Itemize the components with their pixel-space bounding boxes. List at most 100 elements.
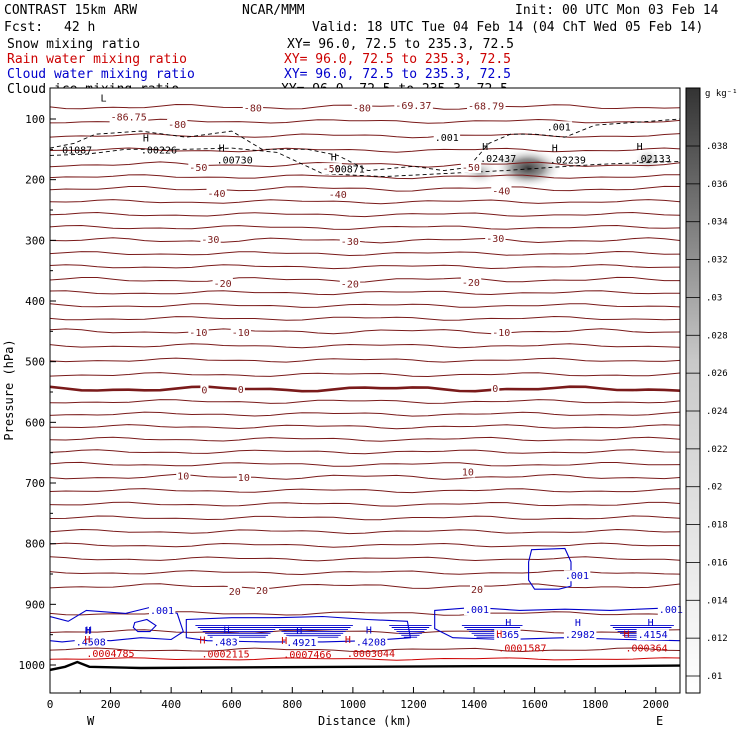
x-axis-west-label: W	[87, 714, 95, 728]
temperature-contours	[50, 103, 680, 653]
isotherm-label: -20	[341, 279, 359, 290]
rain-water-max-mark: H	[281, 636, 287, 647]
cloud-water-max-value-background	[354, 636, 388, 648]
isotherm-label-background	[109, 111, 149, 123]
isotherm-label: -20	[214, 279, 232, 290]
isotherm-label: -40	[329, 190, 347, 201]
isotherm-line	[50, 515, 680, 521]
cloud-water-max-value: .365	[495, 630, 519, 641]
isotherm-label-background	[212, 277, 233, 289]
cloud-water-max-mark: H	[366, 625, 372, 636]
isotherm-label: -10	[189, 328, 207, 339]
cloud-ice-max-mark: H	[637, 142, 643, 153]
colorbar-tick-label: .018	[706, 521, 728, 531]
cloud-ice-max-value: 01087	[62, 146, 92, 157]
cloud-ice-contour	[50, 147, 680, 178]
colorbar: g kg⁻¹ .038.036.034.032.03.028.026.024.0…	[685, 87, 738, 694]
x-tick-label: 2000	[643, 698, 670, 711]
colorbar-tick-label: .012	[706, 634, 728, 644]
x-tick-label: 1200	[400, 698, 427, 711]
isotherm-label: -50	[323, 164, 341, 175]
rain-water-max-value: .0007466	[283, 650, 331, 661]
cloud-water-contour-label: .001	[565, 571, 589, 582]
isotherm-label: 10	[462, 468, 474, 479]
isotherm-label-background	[460, 277, 482, 289]
rain-water-max-mark: H	[84, 635, 90, 646]
isotherm--20	[50, 276, 680, 283]
isotherm-label: 10	[177, 472, 189, 483]
cloud-water-max-value-background	[563, 629, 597, 641]
colorbar-tick-label: .026	[706, 369, 728, 379]
rain-water-max-mark: H	[200, 636, 206, 647]
cloud-water-contour-label-background	[149, 604, 176, 616]
snow-shading-right	[634, 148, 662, 172]
isotherm-label: 20	[256, 586, 268, 597]
isotherm-line	[50, 399, 680, 404]
cloud-water-contour-label-background	[563, 570, 591, 582]
cloud-ice-max-mark: L	[101, 94, 107, 105]
x-tick-label: 1600	[521, 698, 548, 711]
isotherm-label-background	[485, 232, 506, 244]
isotherm-20	[50, 583, 680, 589]
cloud-ice-max-mark: H	[482, 142, 488, 153]
colorbar-tick-label: .032	[706, 256, 728, 266]
isotherm-0	[50, 385, 680, 393]
cloud-water-max-mark: H	[86, 625, 92, 636]
isotherm-line	[50, 343, 680, 349]
y-tick-label: 400	[25, 295, 45, 308]
isotherm-line	[50, 449, 680, 455]
cloud-ice-contour-label-background	[433, 132, 461, 144]
colorbar-tick-label: .028	[706, 331, 728, 341]
isotherm-label: 0	[492, 384, 498, 395]
cloud-water-max-value-background	[212, 636, 239, 648]
plot-frame	[49, 87, 681, 694]
isotherm-label-background	[491, 382, 500, 394]
isotherm-label-background	[460, 161, 482, 173]
isotherm-label-background	[227, 586, 242, 597]
isotherm-line	[50, 118, 680, 124]
cloud-water-max-value-background	[285, 636, 318, 648]
cloud-ice-max-mark: H	[552, 143, 558, 154]
isotherm-line	[50, 436, 680, 442]
cloud-water-contour	[132, 618, 157, 633]
isotherm-label: -80	[353, 104, 371, 115]
isotherm-label: 0	[201, 386, 207, 397]
colorbar-ramp	[685, 87, 701, 694]
isotherm-line	[50, 357, 680, 363]
rain-water-max-value: .0002115	[202, 650, 250, 661]
isotherm-label-background	[467, 100, 506, 112]
isotherm-label: -40	[492, 187, 510, 198]
isotherm-line	[50, 556, 680, 562]
isotherm-label-background	[200, 234, 221, 246]
colorbar-tick-label: .024	[706, 407, 728, 417]
isotherm-label-background	[200, 384, 209, 396]
y-axis-label: Pressure (hPa)	[2, 339, 16, 440]
colorbar-tick-label: .034	[706, 218, 728, 228]
isotherm-line	[50, 264, 680, 270]
y-tick-label: 700	[25, 477, 45, 490]
isotherm-line	[50, 372, 680, 378]
field-rain-xy: XY= 96.0, 72.5 to 235.3, 72.5	[284, 52, 511, 67]
isotherm-line	[50, 147, 680, 153]
cloud-water-max-mark: H	[224, 625, 230, 636]
cloud-ice-max-mark: H	[331, 152, 337, 163]
cloud-water-max-value: .483	[214, 637, 238, 648]
cloud-water-max-value-background	[74, 636, 108, 648]
isotherm-line	[50, 461, 680, 467]
isotherm-label-background	[188, 161, 209, 173]
y-tick-label: 300	[25, 234, 45, 247]
isotherm-label-background	[339, 235, 361, 247]
cloud-water-max-value: .2982	[565, 630, 595, 641]
cloud-ice-max-mark: H	[143, 134, 149, 145]
plot-area	[50, 88, 680, 693]
isotherm--40	[50, 185, 680, 192]
isotherm-label: 20	[229, 587, 241, 598]
cloud-water-max-value: .4508	[76, 637, 106, 648]
colorbar-tick-label: .01	[706, 672, 722, 682]
cloud-water-max-mark: H	[505, 618, 511, 629]
cloud-water-max-value: .4921	[286, 638, 316, 649]
y-tick-label: 800	[25, 538, 45, 551]
cloud-ice-contour	[50, 118, 680, 172]
cloud-water-max-value-background	[636, 629, 670, 641]
